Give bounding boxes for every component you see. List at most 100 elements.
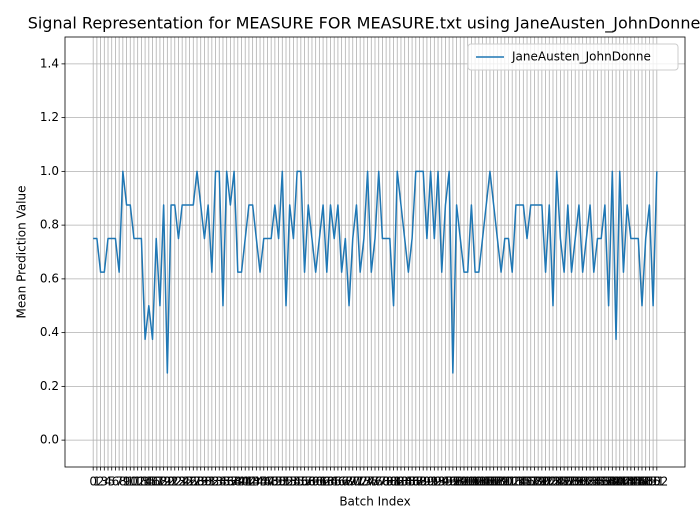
x-tick-label: 150 <box>638 475 661 489</box>
x-tick-label: 127 <box>553 475 576 489</box>
x-tick-label: 29 <box>193 475 208 489</box>
x-tick-label: 99 <box>453 475 468 489</box>
x-axis-label: Batch Index <box>339 495 410 509</box>
x-tick-label: 142 <box>608 475 631 489</box>
x-tick-label: 52 <box>278 475 293 489</box>
x-tick-label: 138 <box>593 475 616 489</box>
y-tick-label: 0.8 <box>40 218 59 232</box>
x-tick-label: 62 <box>315 475 330 489</box>
x-tick-label: 40 <box>234 475 249 489</box>
x-tick-label: 26 <box>182 475 197 489</box>
x-tick-label: 108 <box>482 475 505 489</box>
y-tick-label: 0.4 <box>40 325 59 339</box>
grid <box>65 37 685 467</box>
x-tick-label: 90 <box>419 475 434 489</box>
plot <box>93 170 658 374</box>
x-tick-label: 46 <box>256 475 271 489</box>
x-tick-label: 72 <box>353 475 368 489</box>
x-tick-label: 143 <box>612 475 635 489</box>
x-tick-label: 32 <box>204 475 219 489</box>
x-tick-label: 1 <box>93 475 101 489</box>
x-tick-label: 100 <box>453 475 476 489</box>
x-tick-label: 84 <box>397 475 412 489</box>
x-tick-label: 111 <box>493 475 516 489</box>
legend: JaneAusten_JohnDonne <box>467 43 679 71</box>
x-tick-label: 130 <box>564 475 587 489</box>
x-tick-label: 96 <box>442 475 457 489</box>
x-tick-label: 105 <box>471 475 494 489</box>
x-tick-label: 107 <box>478 475 501 489</box>
x-tick-label: 122 <box>534 475 557 489</box>
legend-label: JaneAusten_JohnDonne <box>511 50 651 64</box>
x-tick-label: 126 <box>549 475 572 489</box>
x-tick-label: 18 <box>152 475 167 489</box>
x-tick-label: 128 <box>556 475 579 489</box>
x-tick-label: 95 <box>438 475 453 489</box>
x-tick-label: 54 <box>286 475 301 489</box>
x-tick-label: 14 <box>137 475 152 489</box>
x-tick-label: 132 <box>571 475 594 489</box>
x-tick-label: 145 <box>619 475 642 489</box>
x-tick-label: 53 <box>282 475 297 489</box>
x-tick-label: 4 <box>104 475 112 489</box>
x-tick-label: 58 <box>301 475 316 489</box>
x-tick-label: 125 <box>545 475 568 489</box>
x-tick-label: 38 <box>226 475 241 489</box>
x-tick-label: 103 <box>464 475 487 489</box>
x-tick-label: 69 <box>341 475 356 489</box>
x-tick-label: 60 <box>308 475 323 489</box>
x-tick-label: 141 <box>605 475 628 489</box>
x-tick-label: 113 <box>501 475 524 489</box>
x-tick-label: 136 <box>586 475 609 489</box>
x-tick-label: 13 <box>134 475 149 489</box>
x-tick-label: 85 <box>401 475 416 489</box>
y-tick-label: 1.0 <box>40 164 59 178</box>
x-tick-label: 102 <box>460 475 483 489</box>
x-tick-label: 116 <box>512 475 535 489</box>
x-tick-label: 83 <box>393 475 408 489</box>
x-tick-label: 97 <box>445 475 460 489</box>
x-tick-label: 10 <box>123 475 138 489</box>
x-tick-label: 41 <box>238 475 253 489</box>
y-tick-label: 0.0 <box>40 433 59 447</box>
x-tick-label: 31 <box>200 475 215 489</box>
x-tick-label: 73 <box>356 475 371 489</box>
x-tick-label: 139 <box>597 475 620 489</box>
x-tick-label: 63 <box>319 475 334 489</box>
x-tick-label: 94 <box>434 475 449 489</box>
x-tick-label: 146 <box>623 475 646 489</box>
x-tick-label: 75 <box>364 475 379 489</box>
x-tick-label: 64 <box>323 475 338 489</box>
x-tick-label: 109 <box>486 475 509 489</box>
x-tick-label: 71 <box>349 475 364 489</box>
x-tick-label: 133 <box>575 475 598 489</box>
x-tick-label: 117 <box>516 475 539 489</box>
x-tick-label: 49 <box>267 475 282 489</box>
x-tick-label: 45 <box>252 475 267 489</box>
x-tick-label: 0 <box>89 475 97 489</box>
x-tick-label: 106 <box>475 475 498 489</box>
x-tick-label: 118 <box>519 475 542 489</box>
x-tick-label: 55 <box>289 475 304 489</box>
x-tick-label: 78 <box>375 475 390 489</box>
x-tick-label: 86 <box>404 475 419 489</box>
x-tick-label: 43 <box>245 475 260 489</box>
y-tick-label: 0.2 <box>40 379 59 393</box>
x-tick-label: 50 <box>271 475 286 489</box>
x-tick-label: 11 <box>126 475 141 489</box>
x-tick-label: 59 <box>304 475 319 489</box>
x-tick-label: 37 <box>223 475 238 489</box>
x-tick-label: 20 <box>160 475 175 489</box>
x-tick-label: 148 <box>631 475 654 489</box>
x-tick-label: 48 <box>264 475 279 489</box>
x-tick-label: 36 <box>219 475 234 489</box>
x-tick-label: 17 <box>149 475 164 489</box>
x-tick-label: 104 <box>467 475 490 489</box>
x-tick-label: 93 <box>430 475 445 489</box>
x-tick-label: 92 <box>427 475 442 489</box>
x-tick-label: 7 <box>115 475 123 489</box>
x-tick-label: 81 <box>386 475 401 489</box>
x-tick-label: 12 <box>130 475 145 489</box>
x-tick-label: 91 <box>423 475 438 489</box>
